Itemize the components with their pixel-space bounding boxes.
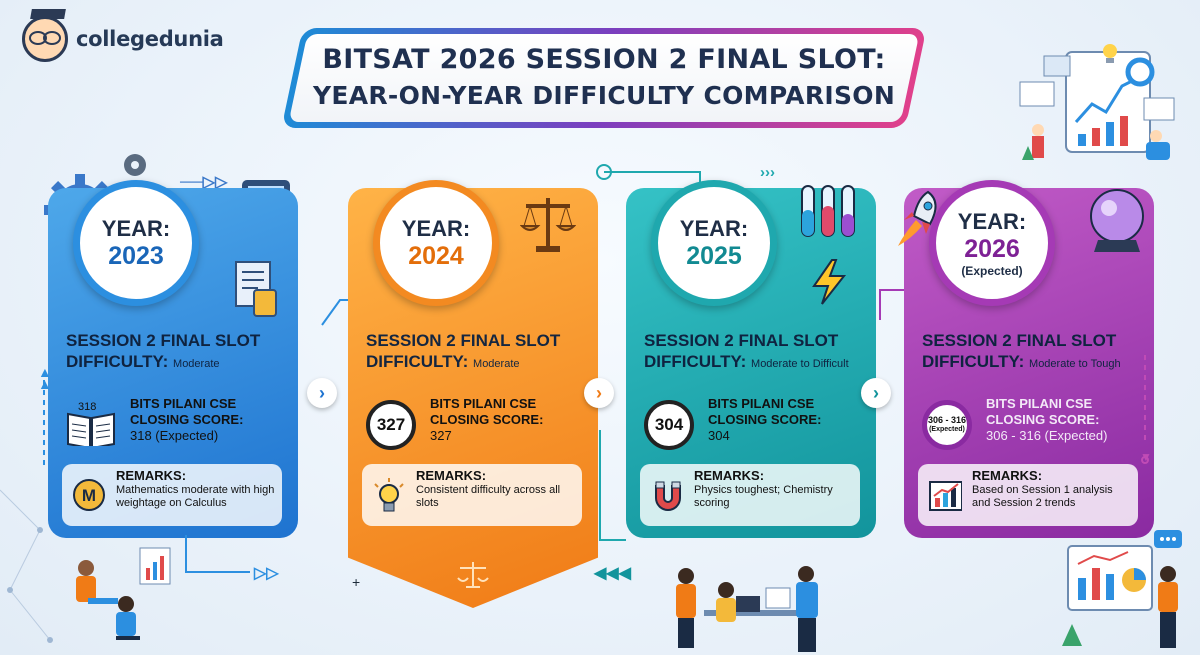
- remarks-title: REMARKS:: [116, 468, 187, 483]
- remarks-title: REMARKS:: [972, 468, 1043, 483]
- bar-chart-icon: [929, 481, 962, 511]
- analytics-illustration-icon: [1019, 51, 1175, 160]
- session-line: SESSION 2 FINAL SLOT: [644, 331, 839, 350]
- score-title-1: BITS PILANI CSE: [430, 396, 537, 411]
- score-title-1: BITS PILANI CSE: [986, 396, 1093, 411]
- year-badge: YEAR: 2024: [373, 180, 499, 306]
- svg-text:M: M: [82, 486, 96, 505]
- arrow-deco-icon: ›››: [760, 164, 775, 181]
- score-badge-value: 306 - 316: [927, 415, 967, 425]
- remarks-box: REMARKS: Physics toughest; Chemistry sco…: [640, 464, 860, 526]
- remarks-text: Consistent difficulty across all slots: [416, 484, 561, 509]
- title-line-2: YEAR-ON-YEAR DIFFICULTY COMPARISON: [312, 81, 896, 110]
- year-value: 2026: [964, 234, 1020, 263]
- score-title-2: CLOSING SCORE:: [430, 412, 544, 427]
- arrow-deco-icon: ──▷▷: [180, 174, 228, 191]
- plus-icon: +: [352, 574, 361, 590]
- title-banner: BITSAT 2026 SESSION 2 FINAL SLOT: YEAR-O…: [281, 28, 927, 128]
- brand-name: collegedunia: [76, 27, 224, 51]
- year-label: YEAR:: [957, 208, 1027, 234]
- remarks-box: REMARKS: Consistent difficulty across al…: [362, 464, 582, 526]
- card-2023: YEAR: 2023 SESSION 2 FINAL SLOT DIFFICUL…: [48, 180, 298, 538]
- score-value: 318 (Expected): [130, 428, 219, 443]
- arrow-deco-icon: ▷▷: [254, 565, 279, 582]
- difficulty-label: DIFFICULTY:: [66, 352, 169, 371]
- score-badge: 304: [644, 400, 694, 450]
- remarks-box: REMARKS: Based on Session 1 analysis and…: [918, 464, 1138, 526]
- score-badge: 306 - 316 (Expected): [922, 400, 972, 450]
- next-arrow-button[interactable]: ›: [584, 378, 614, 408]
- year-badge: YEAR: 2026 (Expected): [929, 180, 1055, 306]
- score-title-1: BITS PILANI CSE: [130, 396, 237, 411]
- document-icon: [235, 261, 277, 317]
- year-label: YEAR:: [401, 215, 471, 241]
- score-title-2: CLOSING SCORE:: [130, 412, 244, 427]
- difficulty-value: Moderate to Tough: [1029, 358, 1121, 370]
- scale-small-icon: [457, 562, 489, 588]
- analyst-illustration-icon: [1062, 530, 1182, 648]
- book-icon: 318: [67, 401, 115, 446]
- arrow-up-icon: ▲ ▲: [38, 364, 52, 392]
- year-sub: (Expected): [961, 263, 1023, 278]
- difficulty-label: DIFFICULTY:: [366, 352, 469, 371]
- brand-logo[interactable]: collegedunia: [22, 9, 242, 64]
- score-badge: 327: [366, 400, 416, 450]
- score-badge-sub: (Expected): [929, 426, 965, 433]
- test-tubes-icon: [801, 185, 855, 237]
- session-line: SESSION 2 FINAL SLOT: [66, 331, 261, 350]
- mascot-icon: [22, 9, 68, 62]
- session-line: SESSION 2 FINAL SLOT: [922, 331, 1117, 350]
- year-badge: YEAR: 2023: [73, 180, 199, 306]
- rocket-icon: [898, 190, 937, 246]
- remarks-text: Based on Session 1 analysis and Session …: [972, 484, 1113, 509]
- score-title-1: BITS PILANI CSE: [708, 396, 815, 411]
- year-badge: YEAR: 2025: [651, 180, 777, 306]
- score-title-2: CLOSING SCORE:: [708, 412, 822, 427]
- score-value: 327: [430, 428, 452, 443]
- magnet-icon: [655, 481, 681, 511]
- crystal-ball-icon: [1090, 189, 1144, 252]
- remarks-box: M REMARKS: Mathematics moderate with hig…: [62, 464, 282, 526]
- year-label: YEAR:: [101, 215, 171, 241]
- year-value: 2023: [108, 241, 164, 270]
- year-value: 2024: [408, 241, 464, 270]
- arrow-deco-icon: ◀◀◀: [594, 565, 631, 582]
- difficulty-value: Moderate: [173, 358, 220, 370]
- lightbulb-icon: [374, 478, 404, 512]
- difficulty-value: Moderate: [473, 358, 520, 370]
- year-value: 2025: [686, 241, 742, 270]
- next-arrow-button[interactable]: ›: [307, 378, 337, 408]
- remarks-title: REMARKS:: [694, 468, 765, 483]
- year-label: YEAR:: [679, 215, 749, 241]
- score-title-2: CLOSING SCORE:: [986, 412, 1100, 427]
- network-deco-icon: [0, 489, 53, 643]
- score-value: 304: [708, 428, 730, 443]
- next-arrow-button[interactable]: ›: [861, 378, 891, 408]
- score-value: 306 - 316 (Expected): [986, 428, 1108, 443]
- title-line-1: BITSAT 2026 SESSION 2 FINAL SLOT:: [322, 44, 886, 75]
- card-2025: YEAR: 2025 SESSION 2 FINAL SLOT DIFFICUL…: [626, 180, 876, 538]
- card-2024: YEAR: 2024 SESSION 2 FINAL SLOT DIFFICUL…: [348, 180, 598, 608]
- difficulty-label: DIFFICULTY:: [644, 352, 747, 371]
- students-illustration-icon: [76, 547, 171, 640]
- team-illustration-icon: [676, 566, 818, 652]
- difficulty-label: DIFFICULTY:: [922, 352, 1025, 371]
- remarks-title: REMARKS:: [416, 468, 487, 483]
- remarks-text: Physics toughest; Chemistry scoring: [694, 484, 833, 509]
- score-badge: 318: [78, 401, 96, 413]
- scale-icon: [520, 198, 576, 252]
- session-line: SESSION 2 FINAL SLOT: [366, 331, 561, 350]
- arrow-down-icon: ▼: [1140, 450, 1152, 464]
- lightning-icon: [812, 259, 847, 305]
- remarks-text: Mathematics moderate with high weightage…: [116, 484, 275, 509]
- lightbulb-small-icon: [1103, 44, 1117, 63]
- math-m-icon: M: [73, 479, 105, 511]
- difficulty-value: Moderate to Difficult: [751, 358, 849, 370]
